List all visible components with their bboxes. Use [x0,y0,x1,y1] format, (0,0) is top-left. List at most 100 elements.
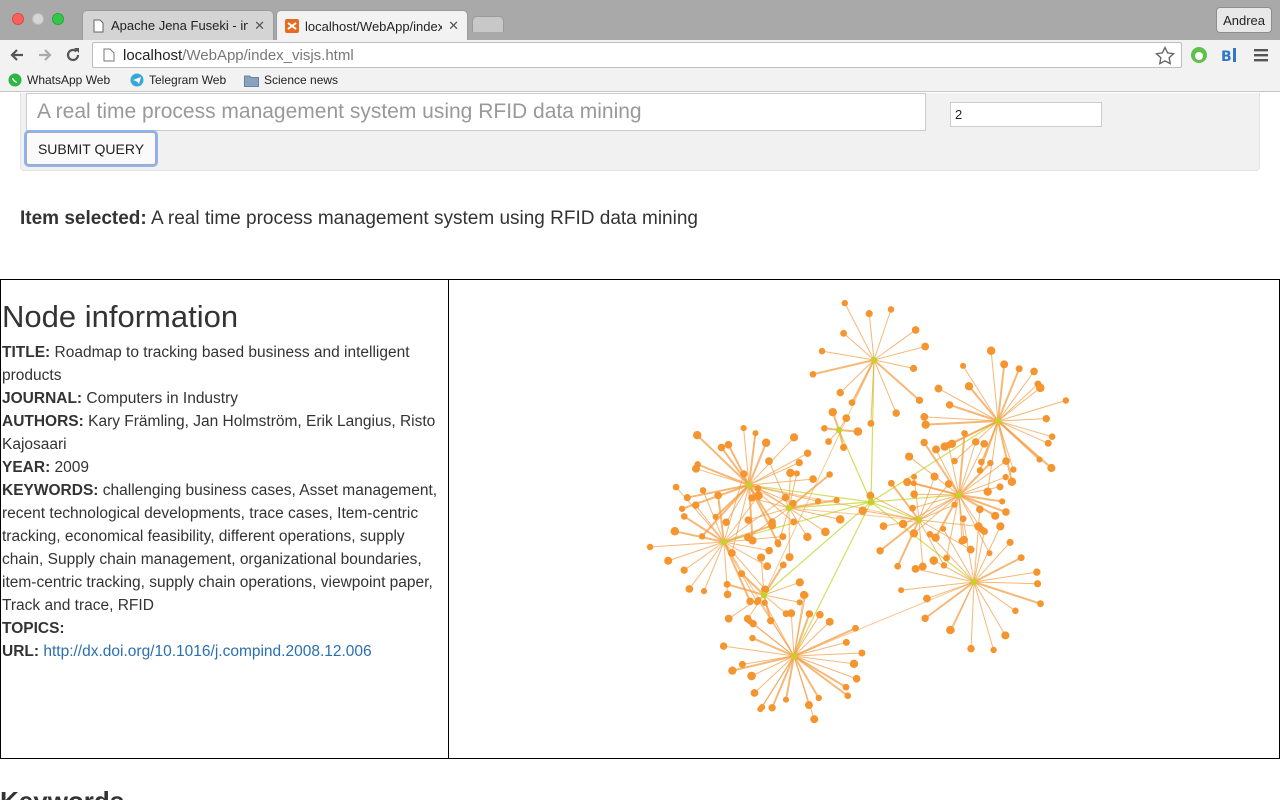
graph-node[interactable] [844,692,852,700]
window-minimize-button[interactable] [32,13,44,25]
graph-node[interactable] [782,610,790,618]
graph-node[interactable] [781,493,790,502]
graph-node[interactable] [803,449,812,457]
graph-hub-node[interactable] [915,516,923,524]
graph-node[interactable] [978,458,985,466]
graph-node[interactable] [1000,360,1009,369]
graph-node[interactable] [763,562,772,571]
graph-node[interactable] [1006,538,1014,546]
graph-node[interactable] [1033,568,1041,576]
graph-node[interactable] [700,588,708,595]
graph-node[interactable] [692,501,700,509]
graph-node[interactable] [786,468,795,478]
graph-node[interactable] [743,614,752,623]
graph-node[interactable] [980,527,988,536]
graph-node[interactable] [782,696,790,703]
graph-node[interactable] [805,610,814,618]
graph-node[interactable] [849,659,859,669]
depth-input[interactable]: 2 [950,102,1102,127]
graph-node[interactable] [921,342,930,351]
back-button[interactable] [6,44,28,66]
network-graph-panel[interactable] [448,279,1280,759]
graph-node[interactable] [951,501,958,508]
graph-node[interactable] [1007,477,1017,486]
graph-node[interactable] [714,491,722,500]
graph-node[interactable] [910,490,919,499]
graph-node[interactable] [945,441,952,449]
graph-node[interactable] [815,694,822,702]
graph-node[interactable] [768,521,777,530]
graph-node[interactable] [826,471,833,478]
graph-node[interactable] [1062,397,1070,404]
graph-node[interactable] [943,554,950,562]
graph-node[interactable] [768,704,776,712]
graph-node[interactable] [898,519,908,529]
graph-node[interactable] [816,610,824,619]
graph-node[interactable] [911,473,918,480]
graph-node[interactable] [802,592,809,599]
graph-node[interactable] [853,427,863,436]
graph-node[interactable] [840,443,848,451]
graph-node[interactable] [944,480,953,488]
graph-node[interactable] [1033,580,1042,588]
graph-node[interactable] [821,424,828,432]
graph-node[interactable] [987,459,994,467]
graph-node[interactable] [915,396,924,405]
reload-button[interactable] [62,44,84,66]
graph-node[interactable] [790,518,798,526]
graph-node[interactable] [728,666,737,675]
graph-node[interactable] [748,494,756,502]
doi-link[interactable]: http://dx.doi.org/10.1016/j.compind.2008… [43,643,372,660]
graph-hub-node[interactable] [785,504,793,512]
graph-node[interactable] [986,550,993,557]
graph-node[interactable] [1002,473,1009,481]
graph-node[interactable] [1017,554,1025,562]
submit-query-button[interactable]: SUBMIT QUERY [26,132,156,165]
graph-node[interactable] [680,513,688,520]
graph-node[interactable] [836,388,844,397]
graph-node[interactable] [887,479,895,487]
graph-hub-node[interactable] [955,491,963,499]
graph-node[interactable] [699,487,707,494]
graph-node[interactable] [717,443,726,452]
graph-node[interactable] [898,587,905,594]
bookmark-whatsapp[interactable]: WhatsApp Web [8,73,110,87]
graph-node[interactable] [738,570,746,578]
graph-node[interactable] [980,439,989,448]
graph-node[interactable] [976,467,984,474]
graph-node[interactable] [758,704,766,711]
new-tab-button[interactable] [472,16,504,32]
graph-node[interactable] [821,527,830,537]
graph-node[interactable] [1037,600,1044,608]
graph-node[interactable] [848,399,856,407]
graph-node[interactable] [765,546,773,555]
graph-node[interactable] [761,438,771,447]
query-input[interactable]: A real time process management system us… [26,93,926,131]
graph-node[interactable] [795,578,804,587]
graph-node[interactable] [825,617,834,626]
graph-node[interactable] [876,547,884,555]
graph-node[interactable] [761,599,768,606]
graph-node[interactable] [960,362,967,369]
graph-hub-node[interactable] [720,538,728,546]
graph-node[interactable] [818,347,826,355]
graph-node[interactable] [959,515,967,523]
graph-node[interactable] [867,420,875,427]
graph-node[interactable] [974,522,983,531]
graph-node[interactable] [905,452,914,461]
graph-node[interactable] [931,533,940,542]
bookmark-telegram[interactable]: Telegram Web [130,73,226,87]
graph-node[interactable] [960,535,968,544]
graph-node[interactable] [785,553,794,562]
graph-node[interactable] [810,715,819,724]
graph-node[interactable] [787,609,796,618]
graph-node[interactable] [964,382,974,391]
graph-center-node[interactable] [867,498,875,506]
graph-node[interactable] [740,470,748,478]
graph-node[interactable] [712,513,719,520]
graph-hub-node[interactable] [994,417,1002,425]
graph-node[interactable] [722,518,730,527]
graph-node[interactable] [749,634,756,642]
graph-node[interactable] [738,660,746,668]
extension-vk-icon[interactable]: B [1220,46,1238,64]
